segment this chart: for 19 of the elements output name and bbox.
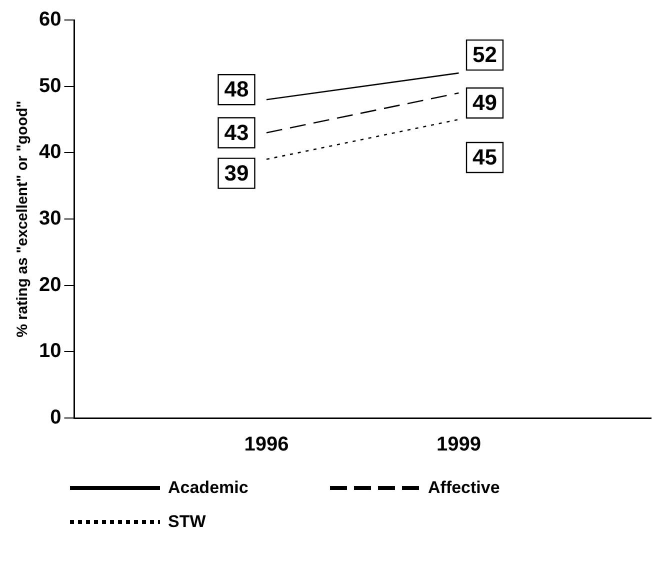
y-tick-label: 0 (50, 406, 62, 429)
y-axis-title: % rating as "excellent" or "good" (14, 100, 32, 338)
x-tick-label: 1996 (244, 434, 289, 456)
y-tick-label: 40 (38, 141, 62, 164)
x-tick-label: 1999 (436, 434, 481, 456)
y-tick-label: 50 (38, 74, 62, 97)
data-label: 39 (224, 160, 249, 186)
y-tick-label: 20 (38, 274, 62, 296)
y-tick-label: 10 (38, 340, 62, 362)
y-tick-label: 30 (38, 208, 62, 230)
data-label: 49 (472, 90, 497, 116)
data-label: 48 (224, 76, 249, 102)
data-label: 45 (472, 144, 497, 170)
data-label: 52 (472, 42, 497, 68)
legend-label: Affective (428, 478, 500, 498)
y-tick-label: 60 (38, 8, 62, 31)
legend-label: STW (168, 512, 206, 532)
legend-label: Academic (168, 478, 248, 498)
data-label: 43 (224, 120, 249, 145)
